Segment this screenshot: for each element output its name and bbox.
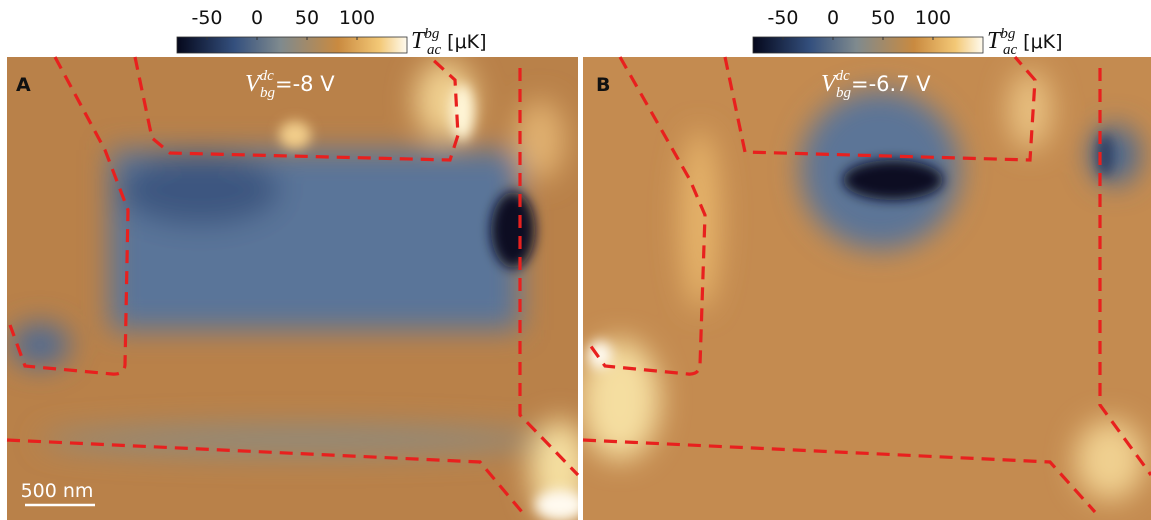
colorbar-tick-label: 0 [827,7,839,29]
colorbar-tick-label: -50 [191,7,222,29]
map-b [583,57,1151,520]
colorbar [752,36,984,54]
subscript: bg [836,85,852,101]
value: =-8 V [275,72,335,96]
subscript: ac [1003,42,1018,58]
unit: [μK] [447,31,486,53]
value: =-6.7 V [851,72,931,96]
colorbar-tick-label: 50 [871,7,895,29]
colorbar-label: Tbg ac [μK] [411,26,487,58]
panel-label: B [596,74,610,96]
dashed-contours [6,55,1151,514]
symbol: V [245,71,262,97]
map-a [7,57,578,520]
symbol: V [821,71,838,97]
superscript: bg [424,26,440,42]
gate-label: Vdc bg=-8 V [245,68,335,101]
colorbar-tick-label: 100 [339,7,375,29]
panel-label: A [16,74,31,96]
colorbar-tick-label: 0 [251,7,263,29]
symbol: T [987,28,1002,54]
superscript: dc [836,68,851,84]
superscript: dc [260,68,275,84]
unit: [μK] [1023,31,1062,53]
superscript: bg [1000,26,1016,42]
subscript: bg [260,85,276,101]
colorbar-tick-label: 50 [295,7,319,29]
symbol: T [411,28,426,54]
subscript: ac [427,42,442,58]
scale-bar-label: 500 nm [21,480,94,502]
colorbar-tick-label: -50 [767,7,798,29]
colorbar [176,36,408,54]
colorbar-tick-label: 100 [915,7,951,29]
gate-label: Vdc bg=-6.7 V [821,68,931,101]
colorbar-label: Tbg ac [μK] [987,26,1063,58]
